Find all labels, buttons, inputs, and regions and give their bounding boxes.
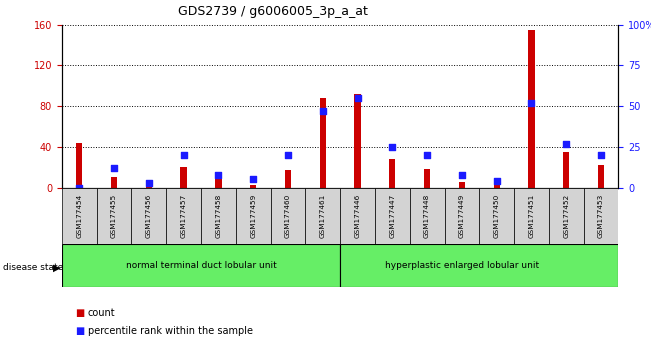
Bar	[340, 188, 375, 244]
Point	[178, 152, 189, 158]
Text: GSM177453: GSM177453	[598, 194, 604, 238]
Text: GSM177448: GSM177448	[424, 194, 430, 238]
Point	[422, 152, 432, 158]
Text: GSM177447: GSM177447	[389, 194, 395, 238]
Bar	[62, 188, 96, 244]
Text: normal terminal duct lobular unit: normal terminal duct lobular unit	[126, 261, 277, 270]
Point	[561, 141, 572, 147]
Text: GSM177446: GSM177446	[355, 194, 361, 238]
Text: GSM177451: GSM177451	[529, 194, 534, 238]
Bar	[285, 170, 291, 188]
Bar	[424, 169, 430, 188]
Point	[526, 100, 536, 106]
Bar	[459, 182, 465, 188]
Bar	[409, 188, 445, 244]
Point	[596, 152, 606, 158]
Bar	[201, 188, 236, 244]
Text: GSM177461: GSM177461	[320, 194, 326, 238]
Bar	[445, 188, 479, 244]
Text: GDS2739 / g6006005_3p_a_at: GDS2739 / g6006005_3p_a_at	[178, 5, 368, 18]
Bar	[514, 188, 549, 244]
Text: GSM177460: GSM177460	[285, 194, 291, 238]
Bar	[340, 244, 618, 287]
Bar	[563, 152, 570, 188]
Text: GSM177452: GSM177452	[563, 194, 569, 238]
Text: disease state: disease state	[3, 263, 64, 272]
Bar	[96, 188, 132, 244]
Point	[387, 144, 398, 150]
Bar	[389, 159, 395, 188]
Text: percentile rank within the sample: percentile rank within the sample	[88, 326, 253, 336]
Text: GSM177450: GSM177450	[493, 194, 500, 238]
Bar	[529, 30, 534, 188]
Text: GSM177457: GSM177457	[180, 194, 187, 238]
Bar	[354, 94, 361, 188]
Bar	[479, 188, 514, 244]
Text: hyperplastic enlarged lobular unit: hyperplastic enlarged lobular unit	[385, 261, 539, 270]
Point	[144, 180, 154, 185]
Point	[248, 177, 258, 182]
Bar	[250, 184, 256, 188]
Text: count: count	[88, 308, 115, 318]
Text: GSM177458: GSM177458	[215, 194, 221, 238]
Bar	[166, 188, 201, 244]
Text: ■: ■	[75, 326, 84, 336]
Text: ▶: ▶	[53, 262, 61, 272]
Point	[318, 108, 328, 114]
Text: GSM177455: GSM177455	[111, 194, 117, 238]
Text: GSM177449: GSM177449	[459, 194, 465, 238]
Point	[352, 95, 363, 101]
Bar	[271, 188, 305, 244]
Bar	[236, 188, 271, 244]
Bar	[215, 179, 221, 188]
Point	[457, 172, 467, 177]
Bar	[111, 177, 117, 188]
Bar	[62, 244, 340, 287]
Bar	[305, 188, 340, 244]
Text: GSM177456: GSM177456	[146, 194, 152, 238]
Bar	[584, 188, 618, 244]
Point	[74, 185, 85, 190]
Bar	[180, 167, 187, 188]
Bar	[76, 143, 83, 188]
Text: ■: ■	[75, 308, 84, 318]
Bar	[598, 165, 604, 188]
Point	[492, 178, 502, 184]
Point	[213, 172, 223, 177]
Bar	[320, 98, 326, 188]
Text: GSM177459: GSM177459	[250, 194, 256, 238]
Point	[109, 165, 119, 171]
Text: GSM177454: GSM177454	[76, 194, 82, 238]
Bar	[493, 181, 500, 188]
Point	[283, 152, 293, 158]
Bar	[375, 188, 409, 244]
Bar	[146, 183, 152, 188]
Bar	[549, 188, 584, 244]
Bar	[132, 188, 166, 244]
